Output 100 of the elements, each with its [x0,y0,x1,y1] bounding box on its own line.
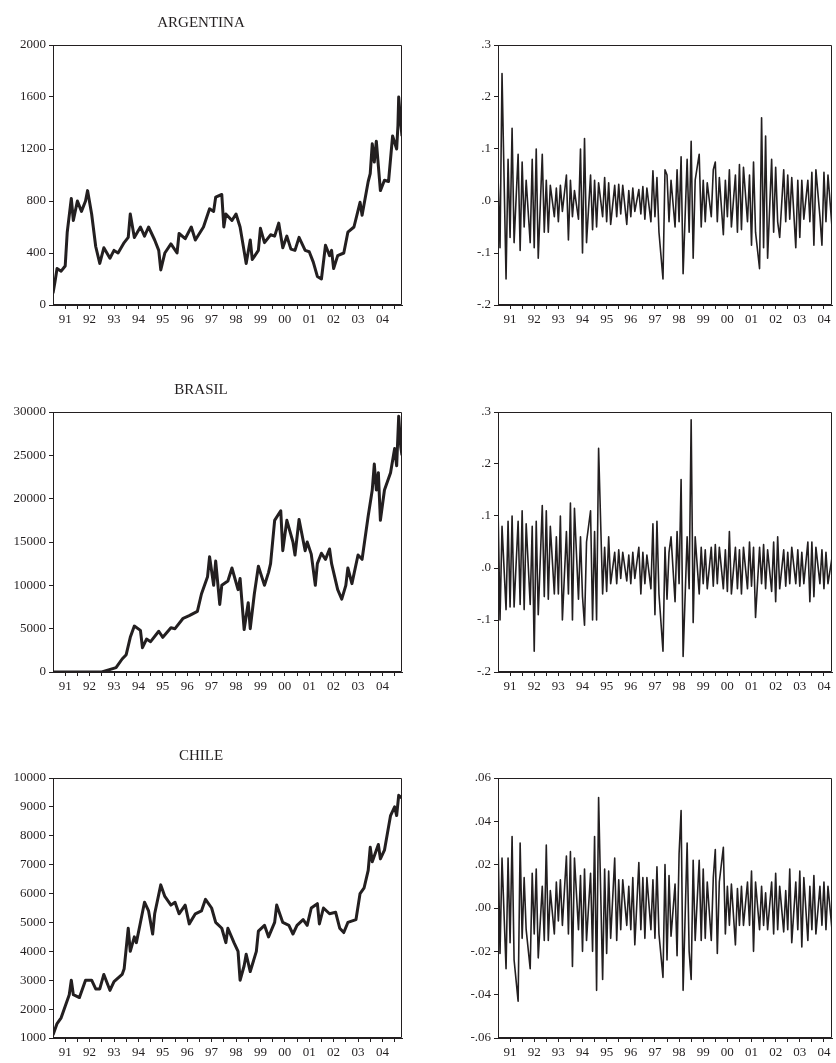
x-tick-label: 95 [600,311,614,327]
chart-title: BRASIL [174,380,228,397]
x-tick-label: 94 [576,1044,590,1060]
y-tick-label: -.1 [476,244,491,260]
y-tick-label: 1600 [20,88,46,104]
x-tick-label: 91 [503,1044,517,1060]
y-tick-label: .2 [481,88,491,104]
x-tick-label: 94 [576,311,590,327]
y-tick-label: 2000 [20,36,46,52]
y-tick-label: .1 [481,507,491,523]
y-tick-label: 0 [39,296,46,312]
x-tick-label: 95 [600,678,614,694]
x-tick-label: 96 [624,1044,638,1060]
y-tick-label: 15000 [13,533,46,549]
y-tick-label: -.1 [476,611,491,627]
y-tick-label: 2000 [20,1000,46,1016]
y-tick-label: 6000 [20,884,46,900]
x-tick-label: 91 [503,678,517,694]
x-tick-label: 97 [205,311,219,327]
y-tick-label: 3000 [20,971,46,987]
x-tick-label: 93 [107,311,121,327]
x-tick-label: 91 [58,311,72,327]
y-tick-label: 30000 [13,403,46,419]
y-tick-label: 4000 [20,942,46,958]
x-tick-label: 93 [107,1044,121,1060]
x-tick-label: 93 [107,678,121,694]
x-tick-label: 01 [302,678,316,694]
x-tick-label: 01 [745,1044,759,1060]
x-tick-label: 00 [278,1044,292,1060]
x-tick-label: 01 [745,311,759,327]
x-tick-label: 99 [696,1044,710,1060]
x-tick-label: 00 [720,1044,734,1060]
x-tick-label: 98 [672,1044,686,1060]
y-tick-label: .02 [474,856,491,872]
y-tick-label: .1 [481,140,491,156]
x-tick-label: 01 [302,1044,316,1060]
y-tick-label: -.02 [470,942,491,958]
x-tick-label: 04 [817,311,831,327]
x-tick-label: 93 [551,678,565,694]
x-tick-label: 03 [351,311,365,327]
x-tick-label: 01 [302,311,316,327]
y-tick-label: 1200 [20,140,46,156]
x-tick-label: 97 [648,311,662,327]
y-tick-label: 5000 [20,913,46,929]
x-tick-label: 02 [327,678,341,694]
y-tick-label: .2 [481,455,491,471]
y-tick-label: .06 [474,769,492,785]
x-tick-label: 94 [576,678,590,694]
x-tick-label: 03 [793,311,807,327]
x-tick-label: 92 [527,678,541,694]
chart-title: ARGENTINA [157,13,245,30]
x-tick-label: 97 [648,678,662,694]
x-tick-label: 02 [769,678,783,694]
x-tick-label: 02 [769,1044,783,1060]
x-tick-label: 92 [83,1044,97,1060]
x-tick-label: 97 [205,1044,219,1060]
x-tick-label: 94 [131,1044,146,1060]
x-tick-label: 91 [58,678,72,694]
y-tick-label: .0 [481,559,491,575]
y-tick-label: -.04 [470,986,492,1002]
x-tick-label: 98 [229,678,243,694]
x-tick-label: 96 [624,311,638,327]
x-tick-label: 02 [327,1044,341,1060]
y-tick-label: 5000 [20,620,46,636]
y-tick-label: .00 [474,899,491,915]
x-tick-label: 94 [131,678,146,694]
x-tick-label: 03 [793,1044,807,1060]
x-tick-label: 04 [375,1044,390,1060]
x-tick-label: 99 [253,678,267,694]
chart-title: CHILE [178,746,224,763]
x-tick-label: 03 [351,1044,365,1060]
x-tick-label: 99 [253,1044,267,1060]
y-tick-label: 400 [26,244,46,260]
x-tick-label: 97 [648,1044,662,1060]
x-tick-label: 04 [375,678,390,694]
x-tick-label: 96 [180,678,195,694]
y-tick-label: .3 [481,403,491,419]
x-tick-label: 00 [720,678,734,694]
y-tick-label: 7000 [20,856,46,872]
x-tick-label: 95 [156,311,170,327]
x-tick-label: 92 [527,311,541,327]
x-tick-label: 93 [551,311,565,327]
x-tick-label: 98 [229,311,243,327]
y-tick-label: 20000 [13,490,46,506]
y-tick-label: 1000 [20,1029,46,1045]
x-tick-label: 91 [58,1044,72,1060]
x-tick-label: 96 [180,311,195,327]
x-tick-label: 04 [817,1044,831,1060]
x-tick-label: 00 [720,311,734,327]
y-tick-label: -.2 [476,663,491,679]
x-tick-label: 92 [527,1044,541,1060]
x-tick-label: 01 [745,678,759,694]
x-tick-label: 96 [180,1044,195,1060]
y-tick-label: 0 [39,663,46,679]
x-tick-label: 99 [696,678,710,694]
x-tick-label: 98 [229,1044,243,1060]
x-tick-label: 98 [672,678,686,694]
y-tick-label: .3 [481,36,491,52]
x-tick-label: 91 [503,311,517,327]
x-tick-label: 99 [253,311,267,327]
